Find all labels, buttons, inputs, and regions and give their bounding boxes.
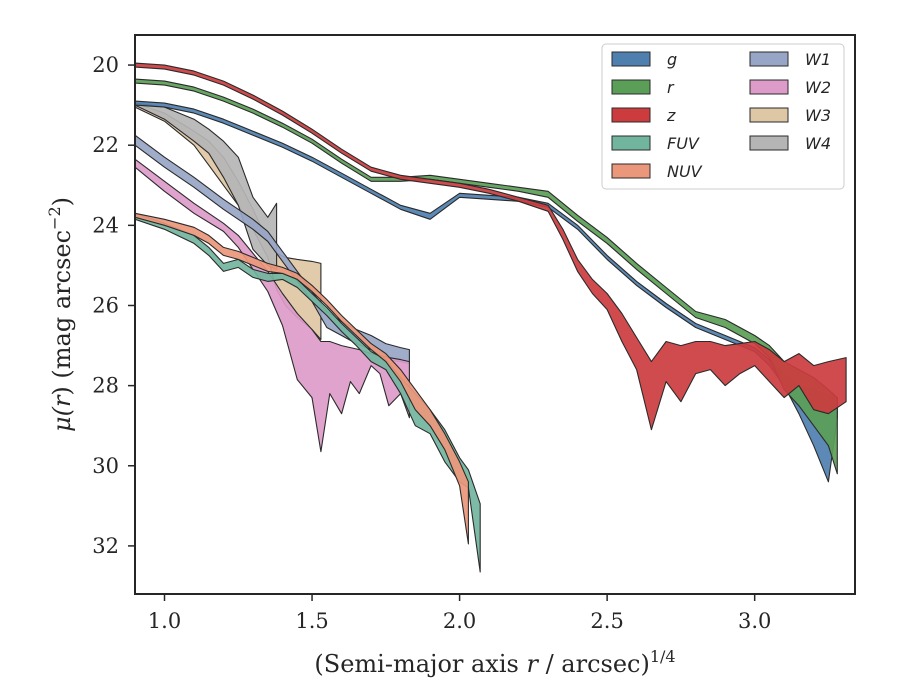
y-tick-label: 32 — [92, 534, 119, 558]
legend-swatch — [611, 163, 651, 179]
legend-item-w3: W3 — [749, 106, 831, 125]
y-axis: 20 22 24 26 28 30 32 — [92, 53, 135, 558]
legend-swatch — [611, 51, 651, 67]
legend-label: NUV — [667, 162, 703, 181]
plot-frame — [134, 34, 856, 595]
y-tick-label: 20 — [92, 53, 119, 77]
legend-item-fuv: FUV — [611, 134, 700, 153]
y-axis-title: μ(r) (mag arcsec−2) — [45, 197, 76, 432]
y-tick-label: 26 — [92, 293, 119, 317]
y-tick-label: 30 — [92, 454, 119, 478]
legend-swatch — [611, 107, 651, 123]
legend-swatch — [749, 51, 789, 67]
y-tick-label: 22 — [92, 133, 119, 157]
x-tick-label: 3.0 — [738, 609, 771, 633]
legend-item-r: r — [611, 78, 675, 97]
legend-item-g: g — [611, 50, 677, 69]
series-band-z — [135, 62, 847, 431]
legend-label: g — [667, 50, 677, 69]
x-axis-title: (Semi-major axis r / arcsec)1/4 — [314, 647, 675, 678]
legend-swatch — [749, 79, 789, 95]
legend-swatch — [749, 107, 789, 123]
legend-label: W4 — [805, 134, 831, 153]
legend-swatch — [611, 79, 651, 95]
legend-label: FUV — [667, 134, 700, 153]
legend-label: r — [667, 78, 675, 97]
legend-label: W2 — [805, 78, 831, 97]
x-tick-label: 1.5 — [295, 609, 328, 633]
x-tick-label: 2.5 — [590, 609, 623, 633]
legend-item-w2: W2 — [749, 78, 831, 97]
legend-label: z — [666, 106, 676, 125]
x-tick-label: 2.0 — [443, 609, 476, 633]
x-tick-label: 1.0 — [148, 609, 181, 633]
legend-swatch — [749, 135, 789, 151]
x-axis: 1.0 1.5 2.0 2.5 3.0 — [148, 594, 771, 633]
series-band-nuv — [135, 212, 469, 545]
legend-item-w1: W1 — [749, 50, 831, 69]
series-band-w2 — [135, 158, 410, 453]
series-layer — [135, 62, 847, 573]
legend: grz FUV NUV W1 W2 W3 W4 — [601, 43, 845, 190]
legend-item-nuv: NUV — [611, 162, 703, 181]
legend-label: W1 — [805, 50, 831, 69]
legend-swatch — [611, 135, 651, 151]
legend-label: W3 — [805, 106, 831, 125]
legend-item-z: z — [611, 106, 676, 125]
legend-item-w4: W4 — [749, 134, 831, 153]
y-tick-label: 24 — [92, 213, 119, 237]
y-tick-label: 28 — [92, 374, 119, 398]
